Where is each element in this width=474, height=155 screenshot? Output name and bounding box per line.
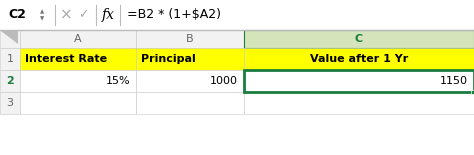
Text: 2: 2 (6, 76, 14, 86)
Bar (0, 70, 20, 92)
Bar (136, 92, 244, 114)
Text: 1000: 1000 (210, 76, 238, 86)
Text: ✓: ✓ (78, 9, 88, 22)
Bar (472, 89, 474, 93)
Bar (0, 30, 474, 155)
Bar (0, 48, 20, 70)
Text: ▲: ▲ (40, 9, 44, 14)
Bar (244, 70, 474, 92)
Bar (0, 92, 20, 114)
Bar (244, 48, 474, 70)
Polygon shape (1, 31, 18, 44)
Bar (0, 30, 20, 48)
Text: C2: C2 (8, 9, 26, 22)
Text: Value after 1 Yr: Value after 1 Yr (310, 54, 408, 64)
Bar (20, 30, 136, 48)
Text: 15%: 15% (105, 76, 130, 86)
Text: 1150: 1150 (440, 76, 468, 86)
Bar (244, 70, 474, 92)
Text: 3: 3 (7, 98, 13, 108)
Text: ▼: ▼ (40, 16, 44, 21)
Text: Principal: Principal (141, 54, 196, 64)
Bar (0, 0, 474, 30)
Text: A: A (74, 34, 82, 44)
Bar (136, 48, 244, 70)
Text: Interest Rate: Interest Rate (25, 54, 107, 64)
Text: ×: × (60, 7, 73, 22)
Text: 1: 1 (7, 54, 13, 64)
Text: =B2 * (1+$A2): =B2 * (1+$A2) (127, 9, 221, 22)
Bar (136, 70, 244, 92)
Bar (20, 92, 136, 114)
Bar (244, 92, 474, 114)
Text: fx: fx (101, 8, 115, 22)
Bar (136, 30, 244, 48)
Bar (20, 70, 136, 92)
Bar (20, 48, 136, 70)
Bar (244, 30, 474, 48)
Text: B: B (186, 34, 194, 44)
Text: C: C (355, 34, 363, 44)
